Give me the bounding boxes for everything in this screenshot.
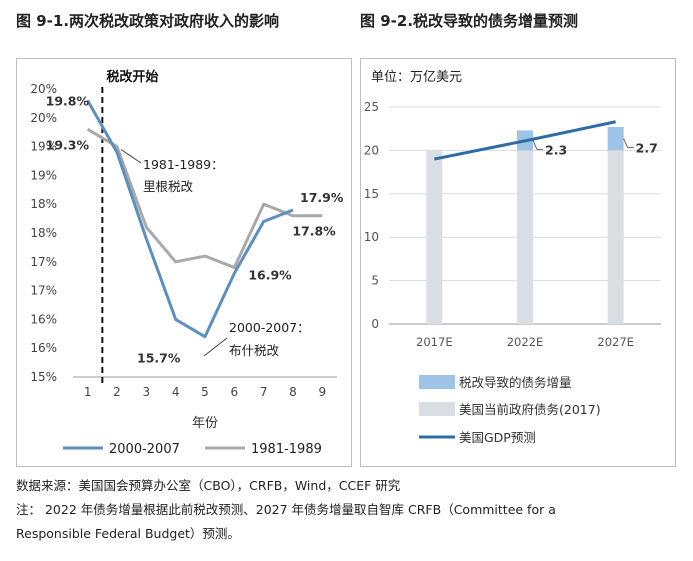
legend-label-1981-1989: 1981-1989 xyxy=(251,442,322,457)
bar-current-debt xyxy=(426,150,443,324)
y-tick-label: 15% xyxy=(30,370,57,384)
legend-label-current-debt: 美国当前政府债务(2017) xyxy=(459,402,601,417)
y-tick-label: 20 xyxy=(364,143,379,157)
annotation-reagan-period: 1981-1989： xyxy=(143,157,224,172)
y-tick-label: 16% xyxy=(30,312,57,326)
y-tick-label: 19% xyxy=(30,140,57,154)
tax-reform-start-label: 税改开始 xyxy=(106,69,158,85)
unit-label: 单位：万亿美元 xyxy=(371,70,462,85)
line-chart: 15% 16% 16% 17% 17% 18% 18% 19% 19% 20% 20% 1 2 3 4 5 6 7… xyxy=(30,69,344,457)
bar-current-debt xyxy=(517,150,533,324)
annotation-reagan-name: 里根税改 xyxy=(143,179,194,194)
data-label: 2.3 xyxy=(545,142,567,157)
left-chart-title: 图 9-1.两次税改政策对政府收入的影响 xyxy=(16,12,280,30)
footnote-line-2: Responsible Federal Budget）预测。 xyxy=(16,526,240,541)
left-chart-panel: 15% 16% 16% 17% 17% 18% 18% 19% 19% 20% 20% 1 2 3 4 5 6 7… xyxy=(16,58,352,467)
y-tick-label: 0 xyxy=(371,317,379,331)
annotation-bush-period: 2000-2007： xyxy=(229,320,310,335)
y-tick-label: 5 xyxy=(371,274,379,288)
y-tick-label: 15 xyxy=(364,187,379,201)
x-tick-label: 5 xyxy=(201,385,209,399)
y-tick-label: 25 xyxy=(364,100,379,114)
data-source: 数据来源：美国国会预算办公室（CBO），CRFB，Wind，CCEF 研究 xyxy=(16,478,401,493)
annotation-bush-leader xyxy=(203,337,228,357)
bar-debt-increase xyxy=(607,126,624,151)
y-tick-label: 20% xyxy=(30,82,57,96)
data-label-leader xyxy=(532,140,543,150)
legend-label-gdp-forecast: 美国GDP预测 xyxy=(459,430,536,445)
data-label: 17.8% xyxy=(292,224,336,239)
y-tick-label: 17% xyxy=(30,255,57,269)
gdp-forecast-line xyxy=(434,120,616,161)
data-label: 15.7% xyxy=(137,351,181,366)
series-line-2000-2007 xyxy=(86,99,294,339)
legend-swatch-current-debt xyxy=(419,402,455,416)
data-label: 19.3% xyxy=(46,137,90,152)
data-label: 2.7 xyxy=(636,141,658,156)
x-tick-label: 8 xyxy=(289,385,297,399)
y-tick-label: 19% xyxy=(30,168,57,182)
x-tick-label: 4 xyxy=(172,385,180,399)
legend-label-2000-2007: 2000-2007 xyxy=(109,442,180,457)
x-tick-label: 9 xyxy=(319,385,327,399)
x-tick-label: 1 xyxy=(84,385,92,399)
series-line-1981-1989 xyxy=(86,128,323,270)
x-tick-label: 7 xyxy=(260,385,268,399)
y-tick-label: 20% xyxy=(30,111,57,125)
legend-swatch-debt-increase xyxy=(419,375,455,389)
data-label-leader xyxy=(623,138,634,149)
bar-chart: 单位：万亿美元 0 5 10 15 20 25 2017E 2022E 2027E 2.3 2.7 税改… xyxy=(364,70,661,445)
x-tick-label: 2022E xyxy=(507,335,544,349)
data-label: 17.9% xyxy=(300,190,344,205)
y-tick-label: 17% xyxy=(30,284,57,298)
right-chart-panel: 单位：万亿美元 0 5 10 15 20 25 2017E 2022E 2027E 2.3 2.7 税改… xyxy=(360,58,676,467)
y-tick-label: 16% xyxy=(30,341,57,355)
data-label: 19.8% xyxy=(46,94,90,109)
y-tick-label: 18% xyxy=(30,197,57,211)
footnote-line-1: 注： 2022 年债务增量根据此前税改预测、2027 年债务增量取自智库 CRF… xyxy=(16,502,556,517)
annotation-reagan-leader xyxy=(120,149,142,164)
right-chart-title: 图 9-2.税改导致的债务增量预测 xyxy=(360,12,579,30)
x-tick-label: 6 xyxy=(231,385,239,399)
data-label: 16.9% xyxy=(248,268,292,283)
bar-current-debt xyxy=(607,150,624,324)
legend-label-debt-increase: 税改导致的债务增量 xyxy=(459,375,572,390)
x-tick-label: 2 xyxy=(113,385,121,399)
y-tick-label: 10 xyxy=(364,230,379,244)
x-axis-title: 年份 xyxy=(192,416,218,431)
x-tick-label: 2017E xyxy=(416,335,453,349)
annotation-bush-name: 布什税改 xyxy=(229,343,280,358)
x-tick-label: 3 xyxy=(143,385,151,399)
y-tick-label: 18% xyxy=(30,226,57,240)
x-tick-label: 2027E xyxy=(597,335,634,349)
